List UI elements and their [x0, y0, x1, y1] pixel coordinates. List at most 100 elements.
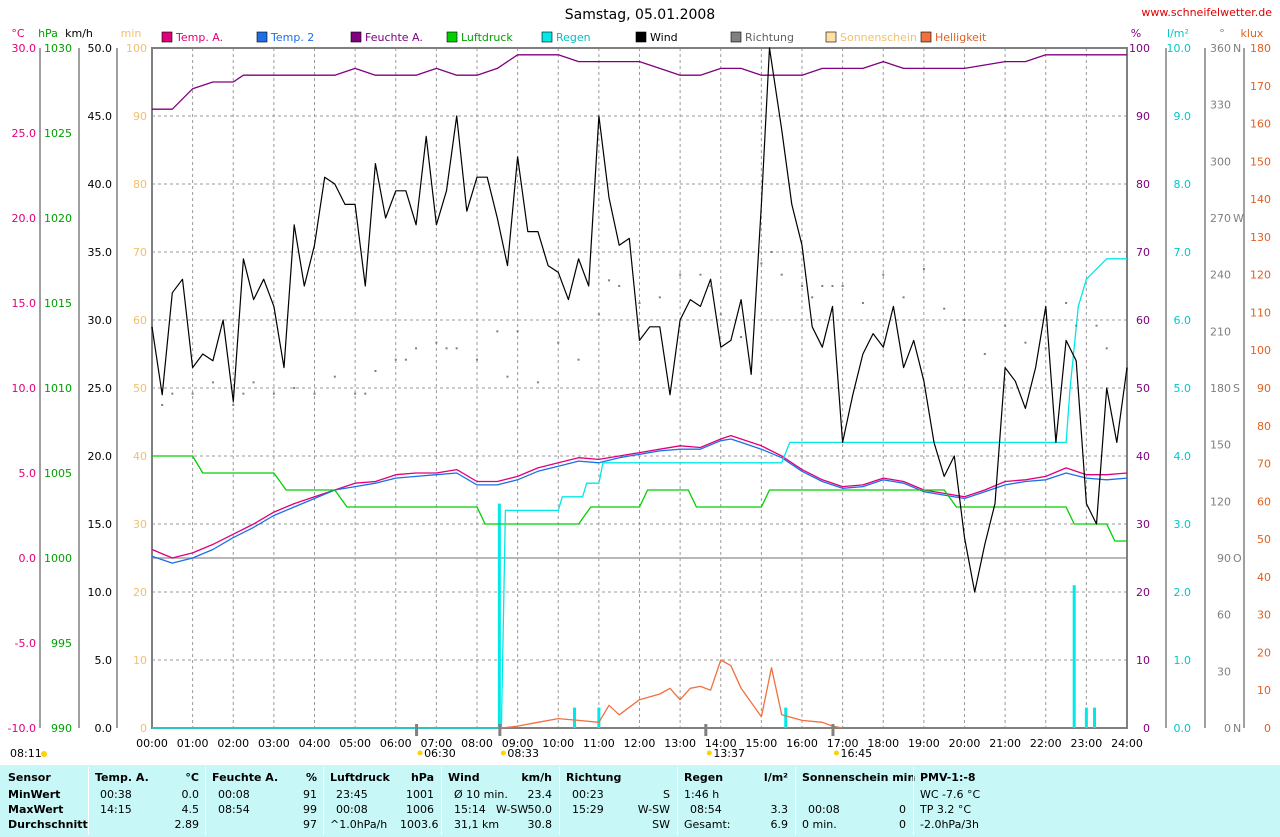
tick-brightness-15: 150 — [1250, 155, 1271, 168]
tick-pressure-1: 995 — [51, 637, 72, 650]
tick-wind-8: 40.0 — [88, 178, 113, 191]
sun-icon-0 — [41, 751, 47, 757]
row-header-avg: Durchschnitt — [8, 818, 88, 831]
legend-swatch-8 — [920, 31, 932, 43]
direction-dot-34 — [709, 285, 712, 287]
tick-brightness-1: 10 — [1257, 684, 1271, 697]
pmv-trend: -2.0hPa/3h — [920, 818, 979, 831]
tick-brightness-6: 60 — [1257, 495, 1271, 508]
direction-dot-21 — [496, 330, 499, 333]
x-tick-6: 06:00 — [380, 737, 412, 750]
humidity-max: 99 — [303, 803, 317, 816]
tick-humidity-1: 10 — [1136, 654, 1150, 667]
rain-total-label: Gesamt: — [684, 818, 731, 831]
direction-dot-58 — [1105, 347, 1108, 350]
direction-dot-15 — [404, 358, 407, 361]
unit-left-0: °C — [11, 27, 25, 40]
wind-header: Wind — [448, 771, 480, 784]
sun-tick-4 — [831, 724, 835, 736]
direction-dot-11 — [354, 392, 357, 395]
direction-dot-45 — [861, 302, 864, 304]
direction-dot-10 — [333, 375, 336, 378]
tick-pressure-7: 1025 — [44, 127, 72, 140]
x-tick-21: 21:00 — [989, 737, 1021, 750]
tick-pressure-3: 1005 — [44, 467, 72, 480]
direction-header: Richtung — [566, 771, 622, 784]
tick-direction-1: 30 — [1217, 665, 1231, 678]
tick-direction-7: 210 — [1210, 325, 1231, 338]
wind-avg10-label: Ø 10 min. — [454, 788, 508, 801]
tick-temperature-6: 20.0 — [12, 212, 37, 225]
direction-dot-49 — [943, 307, 946, 310]
wind-max-time: 15:14 — [454, 803, 486, 816]
tick-rain-1: 1.0 — [1174, 654, 1192, 667]
sunshine-header: Sonnenschein min — [802, 771, 916, 784]
pressure-min-time: 23:45 — [336, 788, 368, 801]
series-line-1 — [151, 438, 1128, 564]
tick-wind-1: 5.0 — [95, 654, 113, 667]
humidity-min-time: 00:08 — [218, 788, 250, 801]
axis-unit-labels: °C hPa km/h min% l/m² ° klux — [11, 27, 1264, 40]
direction-dot-32 — [679, 273, 682, 276]
temp-header: Temp. A. — [95, 771, 149, 784]
tick-brightness-10: 100 — [1250, 344, 1271, 357]
sun-icon-2 — [500, 750, 506, 756]
tick-humidity-7: 70 — [1136, 246, 1150, 259]
direction-dot-48 — [922, 268, 925, 270]
sun-icon-3 — [706, 750, 712, 756]
direction-dot-9 — [313, 392, 316, 395]
x-tick-18: 18:00 — [867, 737, 899, 750]
tick-wind-2: 10.0 — [88, 586, 113, 599]
direction-dot-42 — [821, 285, 824, 287]
sun-tick-3 — [704, 724, 708, 736]
tick-humidity-3: 30 — [1136, 518, 1150, 531]
tick-sunshine-6: 60 — [133, 314, 147, 327]
tick-rain-3: 3.0 — [1174, 518, 1192, 531]
x-tick-1: 01:00 — [177, 737, 209, 750]
tick-sunshine-3: 30 — [133, 518, 147, 531]
tick-humidity-2: 20 — [1136, 586, 1150, 599]
tick-temperature-1: -5.0 — [15, 637, 36, 650]
direction-dot-3 — [211, 381, 214, 384]
pressure-trend: ^1.0hPa/h — [330, 818, 388, 831]
direction-dot-14 — [394, 358, 397, 361]
tick-temperature-4: 10.0 — [12, 382, 37, 395]
direction-dot-8 — [293, 387, 296, 389]
sunshine-max-time: 00:08 — [808, 803, 840, 816]
direction-dot-53 — [1024, 341, 1027, 344]
summary-table: Sensor MinWert MaxWert Durchschnitt Temp… — [0, 765, 1280, 837]
direction-dot-46 — [882, 273, 885, 276]
direction-dot-5 — [242, 392, 245, 395]
temp-max-time: 14:15 — [100, 803, 132, 816]
axes: -10.0 -5.0 0.0 5.0 10.0 15.0 20.0 25.0 30.0 990 99… — [8, 42, 1271, 735]
rain-total: 6.9 — [770, 818, 789, 831]
direction-dot-54 — [1044, 347, 1047, 350]
tick-rain-7: 7.0 — [1174, 246, 1192, 259]
tick-sunshine-10: 100 — [126, 42, 147, 55]
tick-brightness-17: 170 — [1250, 80, 1271, 93]
direction-dot-18 — [445, 347, 448, 350]
direction-dot-50 — [963, 319, 966, 321]
wind-avg: 30.8 — [527, 818, 553, 831]
legend-label-6: Richtung — [745, 31, 794, 44]
direction-dot-31 — [658, 296, 661, 299]
tick-wind-10: 50.0 — [88, 42, 113, 55]
tick-sunshine-5: 50 — [133, 382, 147, 395]
compass-1: O — [1233, 552, 1242, 565]
humidity-min: 91 — [303, 788, 317, 801]
rain-bar-6 — [1093, 707, 1096, 728]
wind-max: 50.0 — [527, 803, 553, 816]
rain-bar-3 — [784, 707, 788, 728]
sun-icon-1 — [417, 750, 423, 756]
direction-dot-27 — [597, 313, 600, 316]
tick-brightness-9: 90 — [1257, 382, 1271, 395]
site-url[interactable]: www.schneifelwetter.de — [1141, 6, 1272, 19]
pressure-unit: hPa — [410, 771, 434, 784]
direction-dot-40 — [801, 285, 803, 287]
tick-rain-10: 10.0 — [1167, 42, 1192, 55]
row-header-max: MaxWert — [8, 803, 64, 816]
direction-avg: SW — [652, 818, 670, 831]
direction-dot-22 — [506, 375, 509, 378]
direction-dot-39 — [780, 273, 783, 276]
direction-dot-41 — [811, 296, 814, 299]
